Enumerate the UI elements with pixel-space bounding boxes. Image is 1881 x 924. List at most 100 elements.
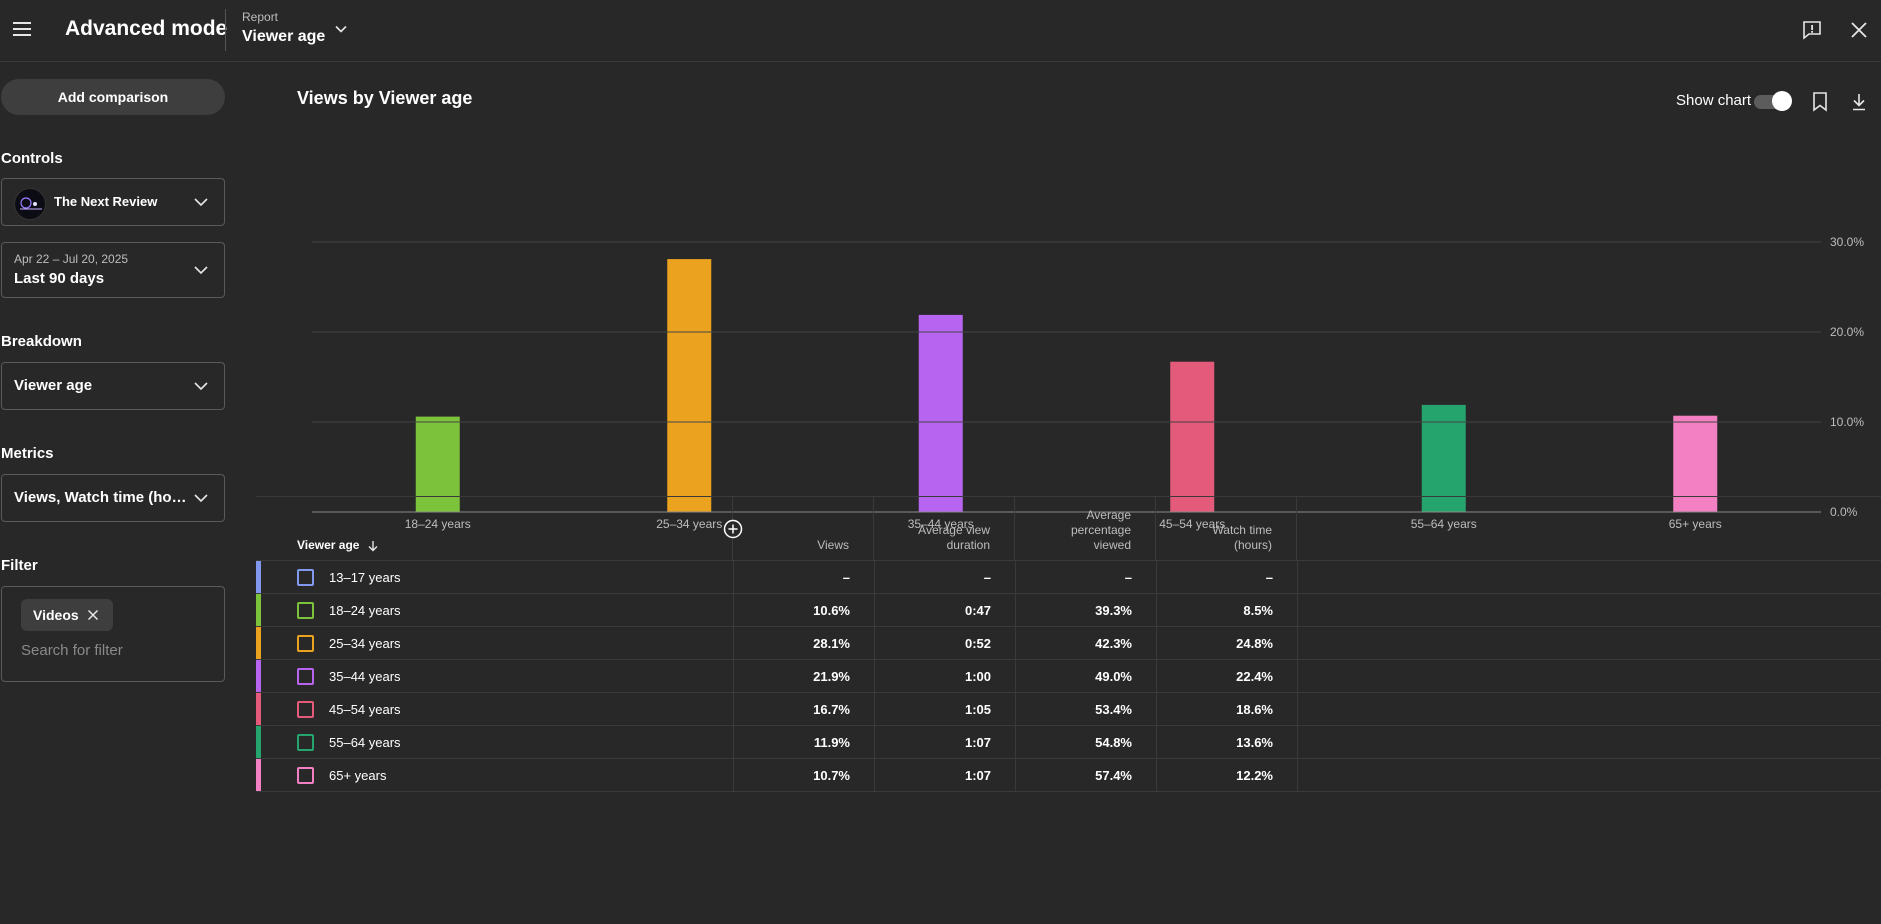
show-chart-toggle[interactable] bbox=[1754, 91, 1792, 111]
column-divider bbox=[874, 627, 875, 660]
bar-25-34-years[interactable] bbox=[667, 259, 712, 512]
cell-views: 28.1% bbox=[813, 636, 850, 651]
row-label: 55–64 years bbox=[329, 735, 401, 750]
breakdown-value: Viewer age bbox=[14, 377, 93, 394]
cell-apv: – bbox=[1124, 570, 1132, 585]
table-row[interactable]: 18–24 years 10.6% 0:47 39.3% 8.5% bbox=[256, 594, 1881, 627]
column-divider bbox=[1156, 627, 1157, 660]
bar-55-64-years[interactable] bbox=[1421, 404, 1466, 512]
column-divider bbox=[1015, 561, 1016, 594]
cell-views: 10.6% bbox=[813, 603, 850, 618]
cell-apv: 57.4% bbox=[1095, 768, 1132, 783]
metrics-title: Metrics bbox=[1, 445, 54, 462]
table-row[interactable]: 65+ years 10.7% 1:07 57.4% 12.2% bbox=[256, 759, 1881, 792]
app-title: Advanced mode bbox=[65, 17, 228, 40]
channel-selector[interactable]: The Next Review bbox=[1, 178, 225, 226]
bookmark-icon[interactable] bbox=[1811, 91, 1829, 113]
bar-45-54-years[interactable] bbox=[1170, 361, 1215, 512]
x-tick-label: 18–24 years bbox=[405, 517, 471, 531]
close-icon[interactable] bbox=[87, 609, 99, 621]
cell-apv: 49.0% bbox=[1095, 669, 1132, 684]
row-checkbox[interactable] bbox=[297, 635, 314, 652]
cell-avd: 0:47 bbox=[964, 603, 991, 618]
bar-65-years[interactable] bbox=[1673, 415, 1718, 512]
column-divider bbox=[1156, 594, 1157, 627]
series-color-bar bbox=[256, 660, 261, 692]
x-tick-label: 65+ years bbox=[1669, 517, 1722, 531]
row-checkbox[interactable] bbox=[297, 602, 314, 619]
cell-views: 16.7% bbox=[813, 702, 850, 717]
cell-apv: 53.4% bbox=[1095, 702, 1132, 717]
column-divider bbox=[874, 693, 875, 726]
chevron-down-icon bbox=[194, 266, 208, 275]
filter-chip[interactable]: Videos bbox=[21, 599, 113, 631]
report-picker[interactable]: Report Viewer age bbox=[242, 8, 362, 52]
close-icon[interactable] bbox=[1848, 19, 1870, 41]
row-checkbox[interactable] bbox=[297, 767, 314, 784]
chevron-down-icon bbox=[194, 382, 208, 391]
cell-watch: 18.6% bbox=[1236, 702, 1273, 717]
column-header-avg-view-duration[interactable]: Average view duration bbox=[874, 497, 1015, 561]
filter-box[interactable]: Videos bbox=[1, 586, 225, 682]
column-divider bbox=[1015, 594, 1016, 627]
chevron-down-icon bbox=[194, 198, 208, 207]
y-tick-label: 20.0% bbox=[1830, 325, 1864, 339]
column-divider bbox=[874, 759, 875, 792]
filter-title: Filter bbox=[1, 557, 38, 574]
data-table: Viewer age Views Average view duration A… bbox=[256, 496, 1881, 792]
date-preset-text: Last 90 days bbox=[14, 270, 105, 287]
filter-search-input[interactable] bbox=[21, 642, 211, 659]
date-range-selector[interactable]: Apr 22 – Jul 20, 2025 Last 90 days bbox=[1, 242, 225, 298]
table-row[interactable]: 25–34 years 28.1% 0:52 42.3% 24.8% bbox=[256, 627, 1881, 660]
series-color-bar bbox=[256, 561, 261, 593]
cell-apv: 39.3% bbox=[1095, 603, 1132, 618]
feedback-icon[interactable] bbox=[1801, 19, 1823, 41]
cell-apv: 54.8% bbox=[1095, 735, 1132, 750]
column-header-avg-percentage-viewed[interactable]: Average percentage viewed bbox=[1015, 497, 1156, 561]
column-divider bbox=[733, 660, 734, 693]
cell-apv: 42.3% bbox=[1095, 636, 1132, 651]
row-label: 35–44 years bbox=[329, 669, 401, 684]
column-divider bbox=[874, 660, 875, 693]
bar-35-44-years[interactable] bbox=[918, 314, 963, 512]
add-column-icon[interactable] bbox=[723, 519, 743, 539]
column-header-views[interactable]: Views bbox=[733, 497, 874, 561]
column-divider bbox=[1015, 627, 1016, 660]
column-divider bbox=[733, 726, 734, 759]
row-checkbox[interactable] bbox=[297, 569, 314, 586]
metrics-selector[interactable]: Views, Watch time (hours) bbox=[1, 474, 225, 522]
column-header-viewer-age[interactable]: Viewer age bbox=[256, 497, 733, 561]
row-checkbox[interactable] bbox=[297, 701, 314, 718]
main-content: Views by Viewer age Show chart 0.0% 10.0%… bbox=[256, 62, 1881, 924]
column-divider bbox=[1156, 693, 1157, 726]
column-header-label: Views bbox=[817, 538, 849, 552]
cell-watch: 8.5% bbox=[1243, 603, 1273, 618]
controls-title: Controls bbox=[1, 150, 63, 167]
breakdown-selector[interactable]: Viewer age bbox=[1, 362, 225, 410]
column-divider bbox=[1297, 561, 1298, 594]
table-row[interactable]: 55–64 years 11.9% 1:07 54.8% 13.6% bbox=[256, 726, 1881, 759]
y-tick-label: 10.0% bbox=[1830, 415, 1864, 429]
table-row[interactable]: 45–54 years 16.7% 1:05 53.4% 18.6% bbox=[256, 693, 1881, 726]
download-icon[interactable] bbox=[1850, 91, 1868, 113]
table-row[interactable]: 35–44 years 21.9% 1:00 49.0% 22.4% bbox=[256, 660, 1881, 693]
cell-watch: 12.2% bbox=[1236, 768, 1273, 783]
column-header-watch-time[interactable]: Watch time (hours) bbox=[1156, 497, 1297, 561]
table-row[interactable]: 13–17 years – – – – bbox=[256, 561, 1881, 594]
row-label: 18–24 years bbox=[329, 603, 401, 618]
column-divider bbox=[1156, 726, 1157, 759]
add-comparison-button[interactable]: Add comparison bbox=[1, 79, 225, 115]
row-checkbox[interactable] bbox=[297, 668, 314, 685]
row-checkbox[interactable] bbox=[297, 734, 314, 751]
breakdown-title: Breakdown bbox=[1, 333, 82, 350]
cell-watch: 13.6% bbox=[1236, 735, 1273, 750]
header-divider bbox=[225, 9, 226, 51]
column-divider bbox=[874, 726, 875, 759]
bar-chart: 0.0% 10.0% 20.0% 30.0% 18–24 years 25–34 year… bbox=[312, 235, 1864, 531]
cell-avd: 1:05 bbox=[964, 702, 991, 717]
chevron-down-icon bbox=[335, 25, 347, 33]
cell-watch: 22.4% bbox=[1236, 669, 1273, 684]
x-tick-label: 25–34 years bbox=[656, 517, 722, 531]
hamburger-menu-icon[interactable] bbox=[10, 16, 36, 42]
row-label: 65+ years bbox=[329, 768, 387, 783]
